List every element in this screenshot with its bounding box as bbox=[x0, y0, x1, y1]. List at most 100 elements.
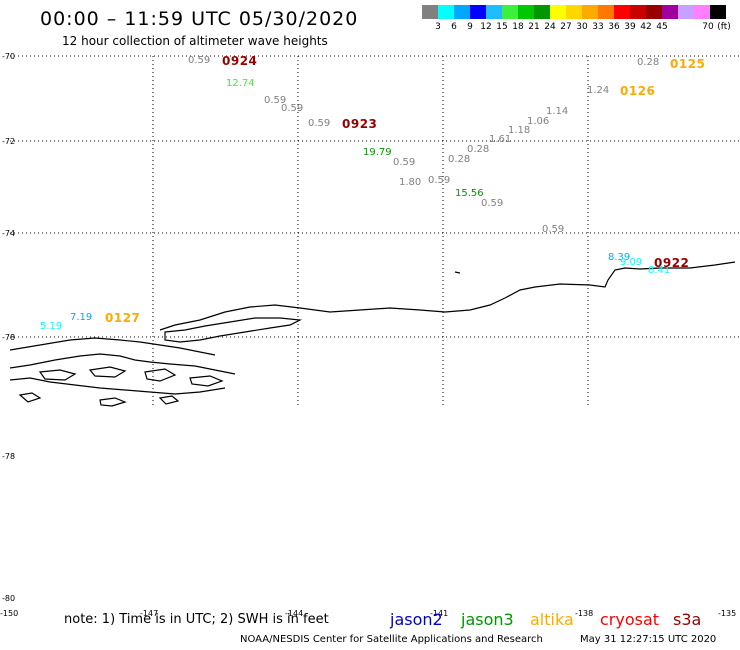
wave-height-value: 1.80 bbox=[399, 177, 422, 188]
pass-time-label: 0922 bbox=[654, 256, 690, 270]
wave-height-value: 19.79 bbox=[363, 147, 392, 158]
colorbar-cell bbox=[614, 5, 630, 19]
colorbar-tick: 70 bbox=[702, 22, 714, 32]
colorbar-tick: 21 bbox=[528, 22, 540, 32]
wave-height-value: 1.18 bbox=[508, 125, 531, 136]
wave-height-value: 0.59 bbox=[188, 55, 211, 66]
lon-label: -138 bbox=[575, 609, 594, 618]
lon-label: -150 bbox=[0, 609, 19, 618]
colorbar-tick: 3 bbox=[435, 22, 441, 32]
lat-label: -74 bbox=[2, 229, 16, 238]
coast-segment-a bbox=[9, 337, 216, 356]
colorbar-cell bbox=[438, 5, 454, 19]
colorbar-tick: 27 bbox=[560, 22, 572, 32]
wave-height-value: 0.59 bbox=[281, 103, 304, 114]
wave-height-value: 0.28 bbox=[467, 144, 490, 155]
lat-label: -80 bbox=[2, 594, 16, 603]
footer-timestamp: May 31 12:27:15 UTC 2020 bbox=[580, 634, 717, 645]
colorbar-tick: 36 bbox=[608, 22, 620, 32]
wave-height-value: 0.59 bbox=[428, 175, 451, 186]
wave-height-value: 1.06 bbox=[527, 116, 550, 127]
colorbar-cell bbox=[422, 5, 438, 19]
colorbar-tick: 9 bbox=[467, 22, 473, 32]
colorbar-tick: 42 bbox=[640, 22, 652, 32]
colorbar-tick: 45 bbox=[656, 22, 668, 32]
page-title: 00:00 – 11:59 UTC 05/30/2020 bbox=[40, 8, 359, 30]
colorbar-cell bbox=[518, 5, 534, 19]
wave-height-value: 0.59 bbox=[481, 198, 504, 209]
islet bbox=[454, 271, 461, 274]
colorbar-cell bbox=[534, 5, 550, 19]
colorbar-cell bbox=[470, 5, 486, 19]
pass-time-label: 0924 bbox=[222, 54, 258, 68]
wave-height-value: 1.14 bbox=[546, 106, 569, 117]
colorbar-tick: 24 bbox=[544, 22, 556, 32]
colorbar-cell bbox=[502, 5, 518, 19]
pass-time-label: 0127 bbox=[105, 311, 141, 325]
colorbar-tick: 15 bbox=[496, 22, 508, 32]
lon-label: -144 bbox=[285, 609, 304, 618]
wave-height-value: 12.74 bbox=[226, 78, 255, 89]
island-3 bbox=[144, 368, 177, 382]
satellite-legend-jason2: jason2 bbox=[390, 610, 443, 629]
lat-label: -78 bbox=[2, 333, 16, 342]
ice-shelf-edge bbox=[159, 261, 736, 331]
wave-height-value: 0.59 bbox=[393, 157, 416, 168]
grid-lines bbox=[10, 55, 740, 407]
footer-credit: NOAA/NESDIS Center for Satellite Applica… bbox=[240, 634, 543, 645]
satellite-legend-jason3: jason3 bbox=[461, 610, 514, 629]
colorbar-tick: 18 bbox=[512, 22, 524, 32]
colorbar-tick: 39 bbox=[624, 22, 636, 32]
colorbar-tick: 30 bbox=[576, 22, 588, 32]
island-6 bbox=[18, 392, 42, 403]
colorbar-cell bbox=[710, 5, 726, 19]
units-note: note: 1) Time is in UTC; 2) SWH is in fe… bbox=[64, 612, 329, 627]
island-7 bbox=[158, 395, 180, 405]
colorbar-cell bbox=[662, 5, 678, 19]
wave-height-value: 15.56 bbox=[455, 188, 484, 199]
wave-height-value: 0.59 bbox=[264, 95, 287, 106]
satellite-legend-cryosat: cryosat bbox=[600, 610, 660, 629]
colorbar-cell bbox=[566, 5, 582, 19]
wave-height-value: 9.09 bbox=[620, 257, 643, 268]
colorbar-cell bbox=[694, 5, 710, 19]
satellite-legend-altika: altika bbox=[530, 610, 574, 629]
colorbar-tick: 33 bbox=[592, 22, 604, 32]
colorbar-cell bbox=[646, 5, 662, 19]
lat-label: -78 bbox=[2, 452, 16, 461]
island-5 bbox=[99, 397, 127, 407]
colorbar-tick: 6 bbox=[451, 22, 457, 32]
wave-height-value: 1.61 bbox=[489, 134, 512, 145]
colorbar-cell bbox=[550, 5, 566, 19]
lon-label: -135 bbox=[718, 609, 737, 618]
colorbar-cell bbox=[678, 5, 694, 19]
pass-time-label: 0126 bbox=[620, 84, 656, 98]
pass-time-label: 0125 bbox=[670, 57, 706, 71]
lon-label: -147 bbox=[140, 609, 159, 618]
colorbar-cell bbox=[486, 5, 502, 19]
colorbar-tick: 12 bbox=[480, 22, 492, 32]
wave-height-value: 1.24 bbox=[587, 85, 610, 96]
wave-height-value: 0.59 bbox=[308, 118, 331, 129]
coast-segment-b bbox=[9, 353, 236, 375]
island-2 bbox=[88, 366, 127, 378]
colorbar-cell bbox=[598, 5, 614, 19]
coast-segment-c bbox=[9, 377, 226, 395]
colorbar-cell bbox=[582, 5, 598, 19]
wave-height-value: 8.41 bbox=[648, 265, 671, 276]
wave-height-value: 5.19 bbox=[40, 321, 63, 332]
wave-height-value: 7.19 bbox=[70, 312, 93, 323]
island-4 bbox=[189, 375, 224, 387]
wave-height-value: 0.59 bbox=[542, 224, 565, 235]
coastline bbox=[9, 261, 736, 407]
colorbar-tick: (ft) bbox=[717, 22, 731, 32]
colorbar-cell bbox=[630, 5, 646, 19]
pass-time-label: 0923 bbox=[342, 117, 378, 131]
page-subtitle: 12 hour collection of altimeter wave hei… bbox=[62, 34, 328, 48]
lon-label: -141 bbox=[430, 609, 449, 618]
wave-height-value: 0.28 bbox=[448, 154, 471, 165]
island-1 bbox=[38, 369, 77, 381]
wave-height-value: 8.39 bbox=[608, 252, 631, 263]
wave-height-value: 0.28 bbox=[637, 57, 660, 68]
